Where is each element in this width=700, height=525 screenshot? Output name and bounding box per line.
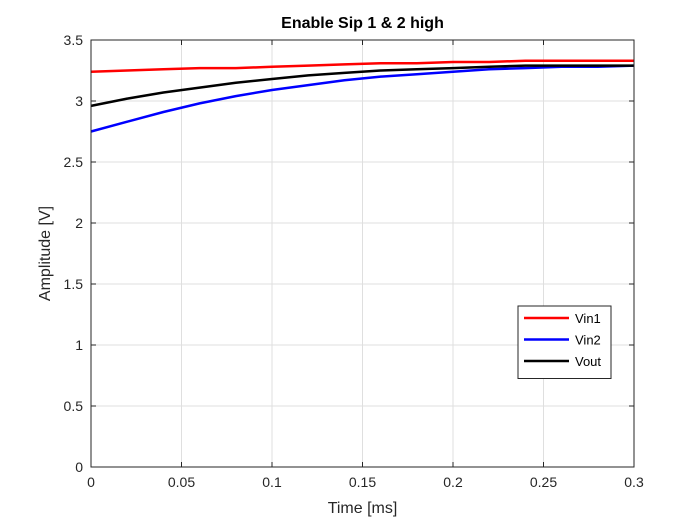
x-axis-title: Time [ms] xyxy=(328,500,398,517)
x-tick-label: 0.05 xyxy=(168,474,195,490)
y-tick-label: 0 xyxy=(75,459,83,475)
y-tick-label: 3 xyxy=(75,93,83,109)
y-tick-label: 2 xyxy=(75,215,83,231)
y-tick-label: 2.5 xyxy=(64,154,84,170)
series-layer xyxy=(90,59,635,133)
x-tick-label: 0 xyxy=(87,474,95,490)
y-tick-label: 1 xyxy=(75,337,83,353)
chart-title: Enable Sip 1 & 2 high xyxy=(281,15,444,32)
x-tick-label: 0.15 xyxy=(349,474,376,490)
x-tick-label: 0.3 xyxy=(624,474,644,490)
x-tick-label: 0.2 xyxy=(443,474,463,490)
series-line-vin1 xyxy=(90,59,634,73)
y-tick-label: 0.5 xyxy=(64,398,84,414)
y-tick-label: 1.5 xyxy=(64,276,84,292)
y-axis-title: Amplitude [V] xyxy=(37,206,54,301)
series-line-vout xyxy=(90,64,634,108)
legend: Vin1 Vin2 Vout xyxy=(517,305,612,379)
legend-label-vout: Vout xyxy=(575,354,601,369)
series-line-vin2 xyxy=(90,64,635,133)
y-tick-label: 3.5 xyxy=(64,32,84,48)
legend-label-vin1: Vin1 xyxy=(575,311,601,326)
x-tick-label: 0.25 xyxy=(530,474,557,490)
legend-label-vin2: Vin2 xyxy=(575,333,601,348)
ticks: 0 0.05 0.1 0.15 0.2 0.25 0.3 0 0.5 1 1.5 2 2.5 3 3.5 xyxy=(64,32,644,490)
x-tick-label: 0.1 xyxy=(262,474,282,490)
